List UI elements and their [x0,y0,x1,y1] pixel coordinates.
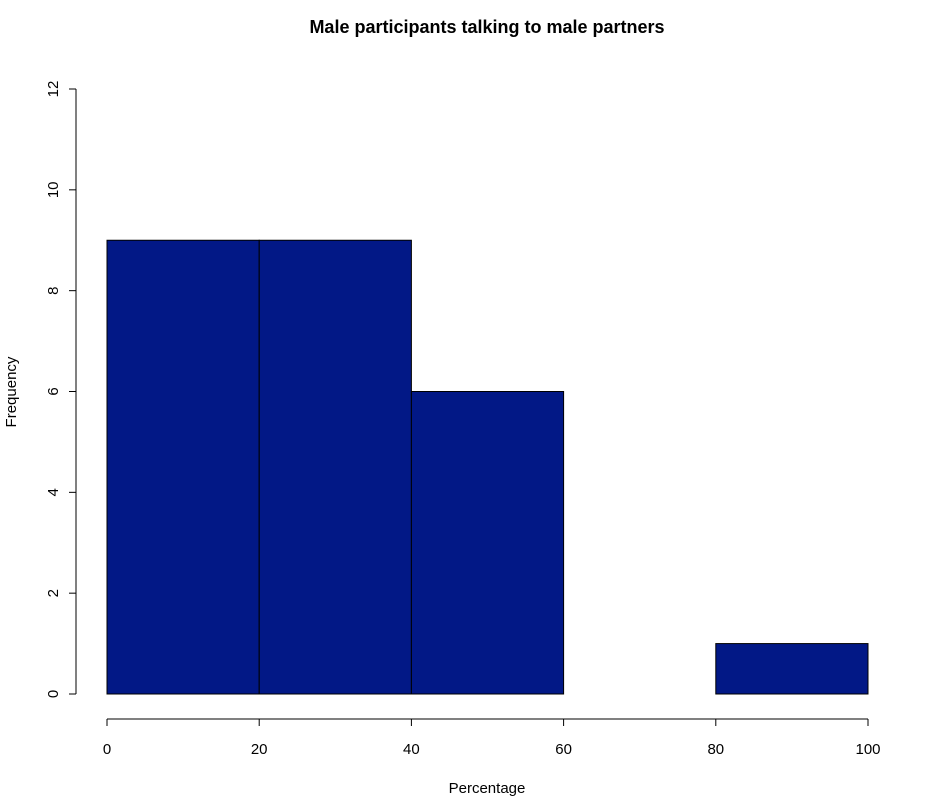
x-tick-label-40: 40 [403,741,420,758]
x-axis-label: Percentage [449,780,526,797]
x-tick-label-0: 0 [103,741,111,758]
x-tick-label-60: 60 [555,741,572,758]
y-tick-label-6: 6 [45,387,62,395]
histogram-bar-4 [715,643,869,695]
y-tick-label-0: 0 [45,690,62,698]
y-axis-label: Frequency [3,356,20,427]
y-tick-label-2: 2 [45,589,62,597]
histogram-bar-0 [106,239,260,695]
x-axis: 0 20 40 60 80 100 [103,718,881,758]
y-tick-label-8: 8 [45,286,62,294]
y-tick-label-10: 10 [45,181,62,198]
bars-group [106,239,869,695]
histogram-bar-2 [410,391,565,695]
x-tick-label-20: 20 [251,741,268,758]
y-tick-label-4: 4 [45,488,62,496]
x-tick-label-100: 100 [855,741,880,758]
chart-title: Male participants talking to male partne… [309,17,664,37]
histogram-bar-1 [258,239,412,695]
y-axis: 0 2 4 6 8 10 12 [45,81,77,698]
x-tick-label-80: 80 [707,741,724,758]
y-tick-label-12: 12 [45,81,62,98]
